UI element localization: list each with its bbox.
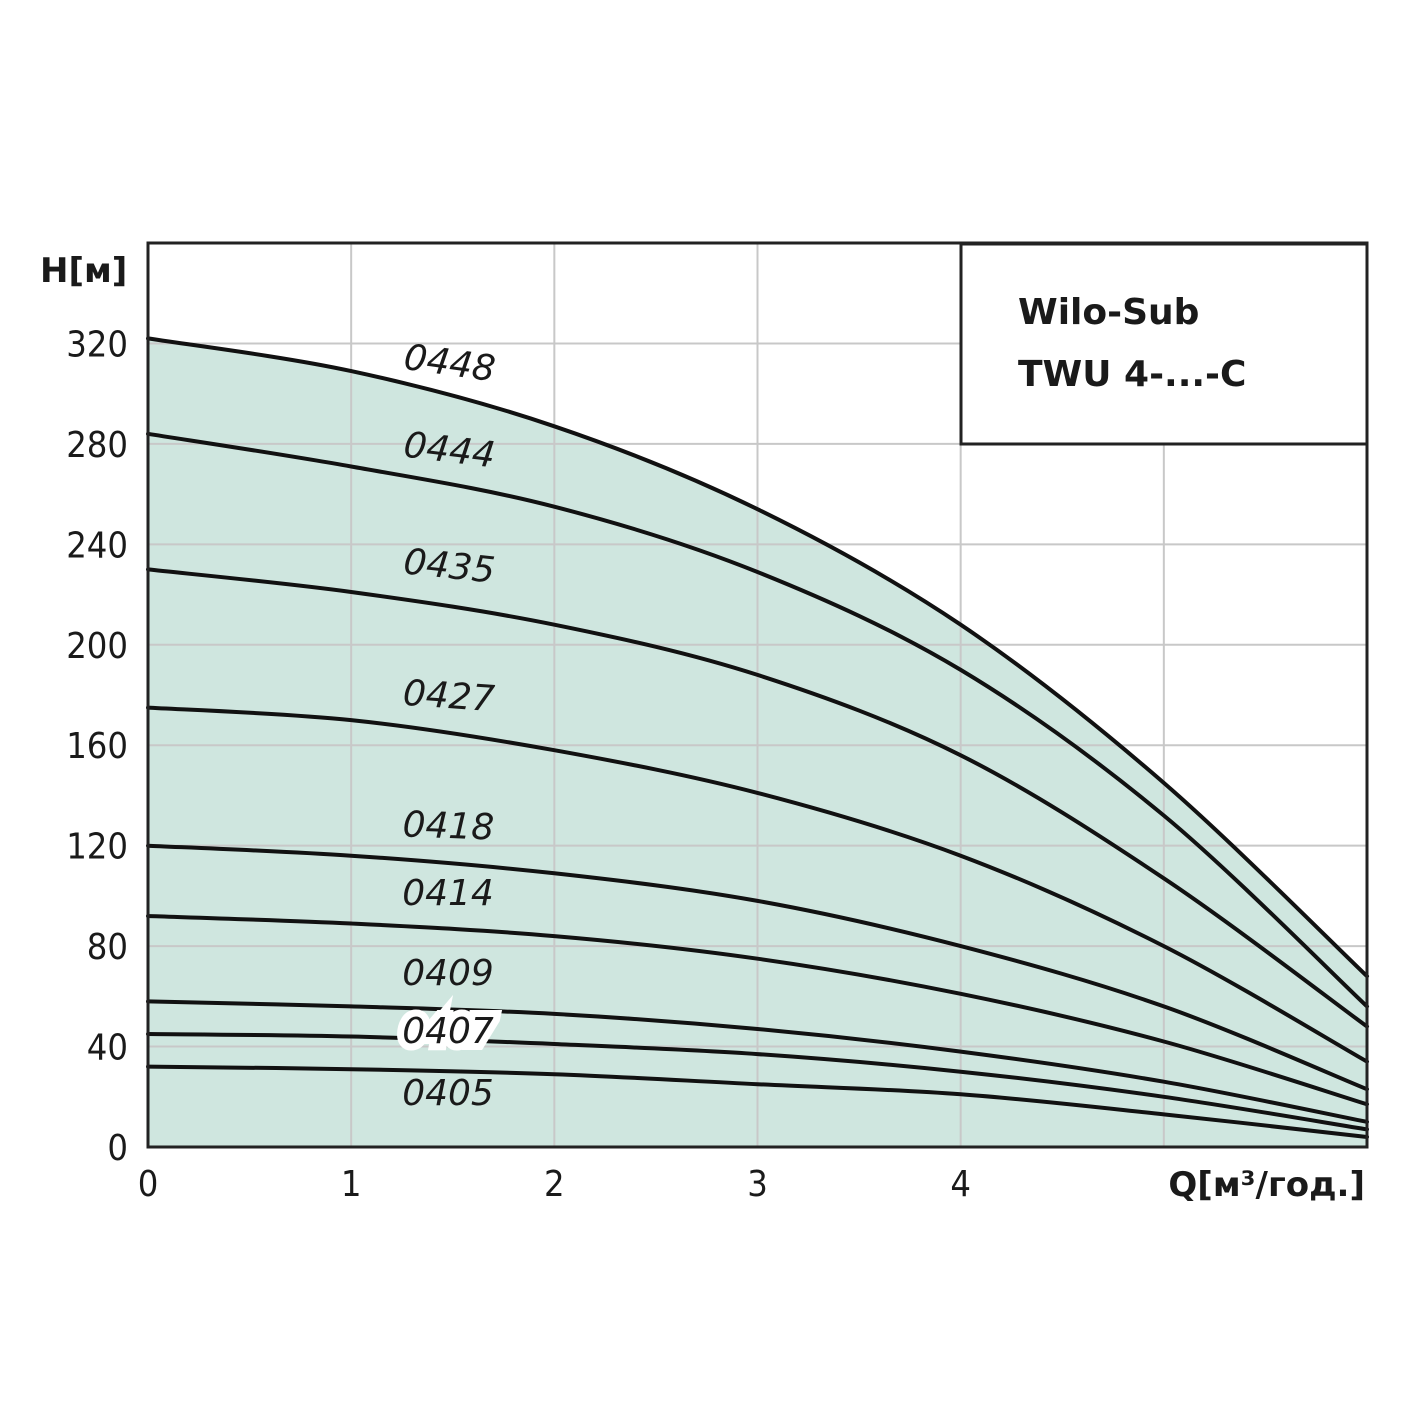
curve-label-0414: 0414 bbox=[402, 873, 494, 914]
legend-line-2: TWU 4-...-C bbox=[1018, 354, 1246, 395]
curve-0448 bbox=[146, 336, 1369, 979]
curve-0444 bbox=[146, 431, 1369, 1009]
plot-frame bbox=[146, 241, 1369, 1149]
curve-label-0407: 0407 bbox=[402, 1011, 494, 1052]
y-tick-label: 0 bbox=[107, 1128, 128, 1169]
x-tick-label: 1 bbox=[341, 1164, 362, 1205]
curve-label-0409: 0409 bbox=[402, 953, 494, 994]
y-tick-label: 160 bbox=[66, 726, 128, 767]
curve-label-0427: 0427 bbox=[402, 673, 496, 720]
x-tick-label: 3 bbox=[747, 1164, 768, 1205]
curve-label-0418: 0418 bbox=[402, 804, 495, 848]
y-tick-label: 280 bbox=[66, 425, 128, 466]
plot-border bbox=[146, 241, 1369, 1149]
legend-box: Wilo-Sub TWU 4-...-C bbox=[959, 242, 1369, 446]
curve-0414 bbox=[146, 914, 1369, 1107]
curve-0407 bbox=[146, 1032, 1369, 1132]
x-tick-label: 4 bbox=[950, 1164, 971, 1205]
y-tick-label: 40 bbox=[87, 1028, 128, 1069]
pump-curves bbox=[146, 336, 1369, 1139]
curve-0435 bbox=[146, 567, 1369, 1029]
x-tick-label: 2 bbox=[544, 1164, 565, 1205]
curve-0418 bbox=[146, 843, 1369, 1092]
x-tick-label: 0 bbox=[138, 1164, 159, 1205]
x-axis-label: Q[м³/год.] bbox=[1168, 1165, 1365, 1205]
y-tick-label: 120 bbox=[66, 827, 128, 868]
curve-0427 bbox=[146, 705, 1369, 1064]
y-axis-label: H[м] bbox=[40, 251, 127, 291]
y-tick-label: 80 bbox=[87, 927, 128, 968]
legend-line-1: Wilo-Sub bbox=[1018, 292, 1199, 333]
y-tick-label: 200 bbox=[66, 626, 128, 667]
y-tick-label: 320 bbox=[66, 324, 128, 365]
curve-label-0405: 0405 bbox=[402, 1073, 494, 1114]
y-tick-label: 240 bbox=[66, 525, 128, 566]
curve-label-0448: 0448 bbox=[401, 337, 497, 390]
curve-0409 bbox=[146, 999, 1369, 1124]
curve-label-0435: 0435 bbox=[401, 541, 496, 591]
curve-0405 bbox=[146, 1064, 1369, 1139]
legend-frame bbox=[959, 242, 1369, 446]
